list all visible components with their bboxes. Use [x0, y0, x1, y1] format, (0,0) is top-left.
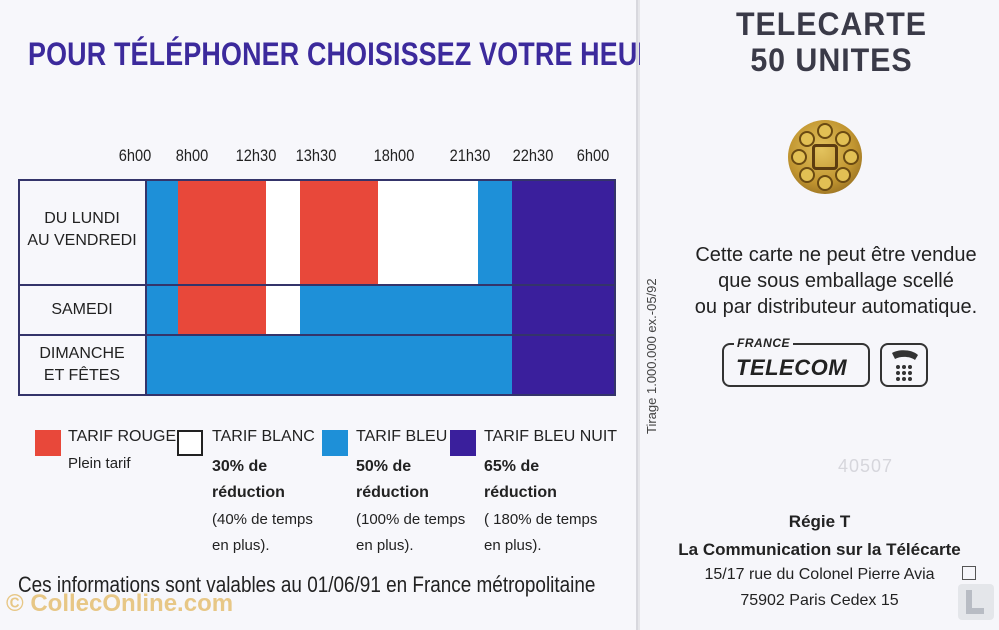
chip-icon: [788, 120, 862, 194]
legend-bold: réduction: [356, 484, 429, 501]
address-line: 15/17 rue du Colonel Pierre Avia: [704, 566, 935, 583]
card-front-right: TELECARTE 50 UNITES Tirage 1.000.000 ex.…: [640, 0, 999, 630]
row-label-line: DU LUNDI: [44, 210, 120, 227]
address-line: 75902 Paris Cedex 15: [740, 592, 899, 609]
legend-bold: réduction: [484, 484, 557, 501]
row-label-line: SAMEDI: [51, 301, 113, 318]
legend-bold: 65% de: [484, 458, 540, 475]
regie-subtitle: La Communication sur la Télécarte: [678, 540, 961, 559]
legend-swatch-bleu: [322, 430, 348, 456]
chip-contact: [835, 131, 851, 147]
time-label: 13h30: [295, 146, 337, 165]
time-label: 22h30: [512, 146, 554, 165]
legend-bold: 50% de: [356, 458, 412, 475]
chip-contact: [799, 131, 815, 147]
chip-contact: [835, 167, 851, 183]
legend-title: TARIF BLANC: [212, 428, 315, 445]
france-telecom-logo: FRANCE TELECOM: [722, 336, 870, 387]
legend-title: TARIF BLEU: [356, 428, 448, 445]
sale-line: que sous emballage scellé: [718, 270, 954, 292]
row-label-saturday: SAMEDI: [20, 299, 144, 321]
cell-rouge: [178, 286, 266, 335]
sale-line: Cette carte ne peut être vendue: [695, 244, 977, 266]
legend-bold: 30% de: [212, 458, 268, 475]
cell-bleu: [146, 336, 512, 394]
sale-notice: Cette carte ne peut être vendue que sous…: [676, 242, 996, 320]
legend-desc: en plus).: [212, 537, 270, 554]
time-label: 8h00: [175, 146, 209, 165]
telecarte-title: TELECARTE 50 UNITES: [736, 6, 927, 78]
time-label: 21h30: [449, 146, 491, 165]
chip-contact: [791, 149, 807, 165]
legend-title: TARIF BLEU NUIT: [484, 428, 618, 445]
watermark-logo-icon: [958, 584, 994, 620]
headline: POUR TÉLÉPHONER CHOISISSEZ VOTRE HEURE.: [28, 36, 683, 72]
chip-contact: [817, 175, 833, 191]
serial-number: 40507: [838, 456, 894, 476]
cell-bleu: [300, 286, 512, 335]
chip-contact: [843, 149, 859, 165]
validity-note: Ces informations sont valables au 01/06/…: [18, 572, 596, 597]
legend-desc: Plein tarif: [68, 455, 131, 472]
grid-line: [145, 179, 147, 396]
cell-bleu: [146, 286, 178, 335]
logo-telecom-text: TELECOM: [736, 355, 848, 380]
legend-title: TARIF ROUGE: [68, 428, 177, 445]
sale-line: ou par distributeur automatique.: [694, 296, 978, 318]
cell-bleu: [478, 181, 512, 285]
legend-desc: en plus).: [356, 537, 414, 554]
legend-desc: en plus).: [484, 537, 542, 554]
time-label: 6h00: [118, 146, 152, 165]
legend-desc: (40% de temps: [212, 511, 313, 528]
telecarte-line: TELECARTE: [736, 6, 927, 42]
legend-bold: réduction: [212, 484, 285, 501]
logo-bar: [966, 590, 972, 612]
logo-bar: [966, 608, 984, 614]
cell-rouge: [178, 181, 266, 285]
legend-swatch-rouge: [35, 430, 61, 456]
legend-swatch-blanc: [177, 430, 203, 456]
time-label: 6h00: [576, 146, 610, 165]
print-run-text: Tirage 1.000.000 ex.-05/92: [644, 278, 659, 434]
units-line: 50 UNITES: [750, 42, 913, 78]
card-front-left: POUR TÉLÉPHONER CHOISISSEZ VOTRE HEURE. …: [0, 0, 683, 630]
logo-france-text: FRANCE: [734, 336, 793, 350]
row-label-line: DIMANCHE: [39, 345, 125, 362]
row-label-line: ET FÊTES: [43, 367, 121, 384]
chip-contact: [817, 123, 833, 139]
cell-blanc: [266, 286, 300, 335]
cell-bleu: [146, 181, 178, 285]
regie-title: Régie T: [788, 512, 851, 531]
chip-center: [812, 144, 838, 170]
time-label: 18h00: [373, 146, 415, 165]
watermark: © CollecOnline.com: [6, 590, 234, 617]
grid-line: [18, 334, 616, 336]
cell-bleu-nuit: [512, 336, 614, 394]
legend-desc: (100% de temps: [356, 511, 466, 528]
checkbox-mark: [962, 566, 976, 580]
row-label-sunday: DIMANCHE ET FÊTES: [20, 343, 144, 387]
grid-line: [18, 284, 616, 286]
chip-contact: [799, 167, 815, 183]
cell-bleu-nuit: [512, 181, 614, 285]
row-label-weekday: DU LUNDI AU VENDREDI: [20, 208, 144, 252]
cell-rouge: [300, 181, 378, 285]
row-label-line: AU VENDREDI: [27, 232, 137, 249]
cell-bleu-nuit: [512, 286, 614, 335]
cell-blanc: [266, 181, 300, 285]
legend-desc: ( 180% de temps: [484, 511, 598, 528]
cell-blanc: [378, 181, 478, 285]
telephone-icon: [880, 343, 928, 387]
legend-swatch-bleu-nuit: [450, 430, 476, 456]
time-label: 12h30: [235, 146, 277, 165]
